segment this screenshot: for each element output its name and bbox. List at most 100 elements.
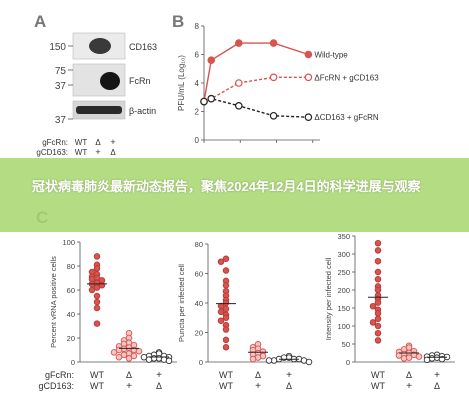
- x-value: Δ: [406, 370, 412, 380]
- data-point: [374, 268, 382, 276]
- x-value: WT: [219, 370, 233, 380]
- series-line: [203, 42, 309, 102]
- data-point: [93, 284, 101, 291]
- data-point: [93, 298, 101, 306]
- data-point: [369, 319, 377, 326]
- data-point: [222, 267, 230, 274]
- data-point: [125, 355, 133, 362]
- western-blot: 150 75 37 37 CD163 FcRn β-actin gFcRn: g…: [36, 32, 157, 157]
- blot-lane-value: +: [110, 137, 115, 147]
- y-tick-label: 60: [67, 286, 75, 295]
- data-point: [135, 347, 143, 355]
- marker-75: 75: [55, 66, 67, 77]
- x-value: WT: [90, 381, 104, 391]
- dot-plot-vrna: 0 20 40 60 80 100 Percent vRNA positive cells: [49, 238, 177, 367]
- marker-37a: 37: [55, 81, 67, 92]
- y-tick-label: 20: [195, 329, 203, 338]
- x-value: WT: [90, 370, 104, 380]
- band-fcrn-lane3: [100, 72, 120, 90]
- y-tick-label: 40: [195, 299, 203, 308]
- y-tick-label: 200: [337, 286, 350, 295]
- dot-plot-intensity: 0 50 100 150 200 250 300 350 Intensity per infec…: [324, 232, 455, 367]
- data-point: [374, 286, 382, 294]
- data-point: [374, 275, 382, 283]
- x-value: WT: [371, 381, 385, 391]
- panel-a-label: A: [34, 12, 46, 31]
- y-tick-label: 150: [337, 304, 350, 313]
- data-point: [235, 102, 243, 110]
- data-point: [374, 310, 382, 317]
- data-point: [369, 302, 377, 310]
- data-point: [235, 79, 243, 87]
- y-tick-label: 80: [195, 240, 203, 249]
- y-axis-label: Puncta per infected cell: [177, 264, 186, 342]
- x-value: Δ: [156, 381, 162, 391]
- x-value: WT: [371, 370, 385, 380]
- data-point: [88, 286, 96, 294]
- series-label: ΔFcRN + gCD163: [314, 73, 379, 82]
- data-point: [165, 357, 173, 365]
- x-value: Δ: [434, 381, 440, 391]
- x-value: Δ: [286, 381, 292, 391]
- title-banner: [0, 158, 469, 232]
- x-value: +: [156, 370, 162, 381]
- data-point: [269, 111, 278, 120]
- x-value: Δ: [126, 370, 132, 380]
- data-point: [217, 317, 225, 324]
- data-point: [120, 351, 128, 359]
- y-tick-label: 0: [71, 358, 75, 367]
- data-point: [110, 349, 118, 356]
- series-line: [203, 97, 309, 118]
- series-line: [203, 76, 309, 103]
- y-tick-label: 300: [337, 250, 350, 259]
- x-value: +: [434, 370, 440, 381]
- y-tick-label: 40: [67, 310, 75, 319]
- x-row-label-gfcrn: gFcRn:: [45, 370, 74, 380]
- data-point: [374, 329, 382, 337]
- data-point: [93, 320, 101, 327]
- data-point: [222, 282, 230, 289]
- y-tick-label: 6: [195, 51, 200, 60]
- data-point: [374, 337, 382, 344]
- y-tick-label: 0: [195, 136, 200, 145]
- y-tick-label: 100: [62, 238, 75, 247]
- data-point: [93, 292, 101, 300]
- blot-lane-value: WT: [75, 148, 88, 157]
- data-point: [305, 358, 313, 366]
- y-tick-label: 350: [337, 232, 350, 241]
- data-point: [304, 113, 313, 122]
- y-tick-label: 20: [67, 334, 75, 343]
- data-point: [207, 94, 216, 103]
- blot-row-label-gfcrn: gFcRn:: [42, 138, 68, 147]
- x-value: +: [406, 381, 412, 392]
- data-point: [265, 357, 273, 364]
- band-label-fcrn: FcRn: [129, 76, 151, 86]
- y-tick-label: 50: [342, 340, 350, 349]
- blot-lane-value: Δ: [95, 138, 101, 147]
- data-point: [200, 97, 208, 106]
- data-point: [374, 315, 382, 323]
- data-point: [235, 39, 243, 47]
- data-point: [222, 336, 230, 344]
- growth-curve-chart: 0 2 4 6 8 PFU/mL (Log₁₀) Wild-type ΔFcRN + gCD1…: [177, 22, 379, 145]
- marker-150: 150: [49, 42, 66, 53]
- y-tick-label: 8: [195, 22, 200, 31]
- marker-37b: 37: [55, 115, 67, 126]
- data-point: [269, 39, 278, 47]
- data-point: [217, 258, 225, 265]
- dot-plot-puncta: 0 20 40 60 80 Puncta per infected cell: [177, 240, 313, 367]
- data-point: [222, 255, 230, 262]
- data-point: [374, 239, 382, 247]
- data-point: [423, 356, 431, 364]
- x-value: +: [126, 381, 132, 392]
- data-point: [304, 73, 313, 82]
- data-point: [145, 356, 153, 363]
- blot-lane-value: +: [95, 147, 100, 157]
- y-tick-label: 100: [337, 322, 350, 331]
- x-value: +: [286, 370, 292, 381]
- data-point: [130, 352, 138, 360]
- y-tick-label: 2: [195, 108, 200, 117]
- blot-row-label-gcd163: gCD163:: [36, 148, 68, 157]
- x-axis-rows: gFcRn: gCD163: WT Δ + WT + Δ WT Δ + WT +…: [38, 370, 440, 392]
